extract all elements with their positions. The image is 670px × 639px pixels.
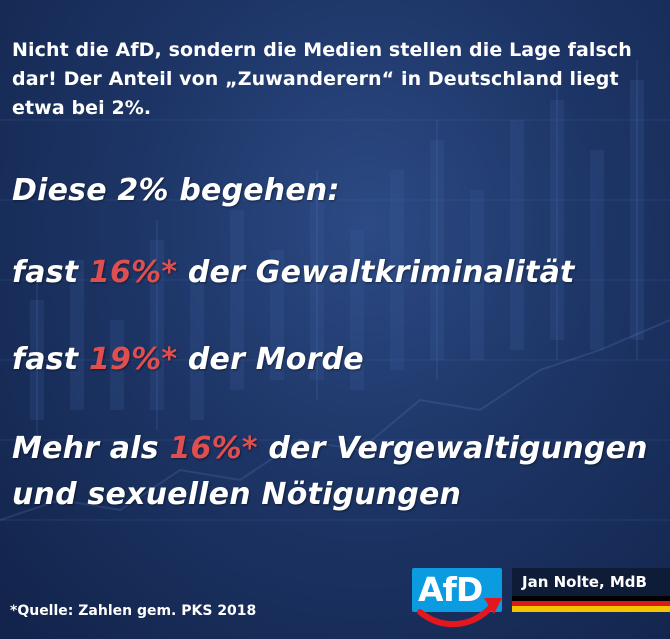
stat-prefix: fast bbox=[12, 255, 89, 290]
flag-stripe-black bbox=[512, 596, 670, 601]
german-flag-stripes bbox=[512, 596, 670, 612]
logo-text: AfD bbox=[418, 570, 483, 609]
politician-name: Jan Nolte, MdB bbox=[522, 573, 647, 591]
stat-suffix: der Vergewaltigungen und sexuellen Nötig… bbox=[12, 431, 648, 512]
stat-suffix: der Morde bbox=[177, 342, 364, 377]
stat-prefix: Mehr als bbox=[12, 431, 170, 466]
stats-heading: Diese 2% begehen: bbox=[12, 173, 340, 208]
flag-stripe-red bbox=[512, 601, 670, 606]
logo-arrow-icon bbox=[417, 598, 502, 627]
politician-name-box: Jan Nolte, MdB bbox=[512, 568, 670, 612]
stat-sexual-offences: Mehr als 16%* der Vergewaltigungen und s… bbox=[12, 426, 662, 518]
stat-percent: 16%* bbox=[169, 431, 258, 466]
party-logo: AfD bbox=[412, 568, 502, 627]
source-footnote: *Quelle: Zahlen gem. PKS 2018 bbox=[10, 603, 257, 619]
stat-suffix: der Gewaltkriminalität bbox=[177, 255, 575, 290]
flag-stripe-gold bbox=[512, 606, 670, 612]
stat-prefix: fast bbox=[12, 342, 89, 377]
stat-violent-crime: fast 16%* der Gewaltkriminalität bbox=[12, 250, 662, 296]
stat-percent: 16%* bbox=[88, 255, 178, 290]
stat-murders: fast 19%* der Morde bbox=[12, 337, 662, 383]
intro-text: Nicht die AfD, sondern die Medien stelle… bbox=[12, 39, 632, 119]
stat-percent: 19%* bbox=[88, 342, 178, 377]
